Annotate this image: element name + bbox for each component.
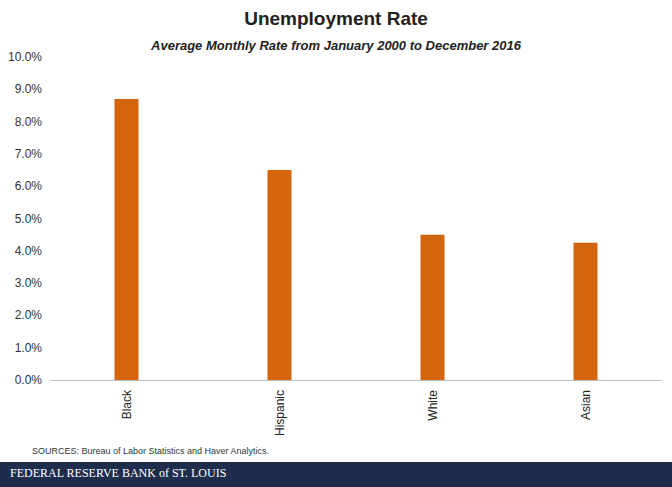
svg-text:SOURCES: Bureau of Labor Stati: SOURCES: Bureau of Labor Statistics and … [32, 446, 269, 456]
svg-text:Hispanic: Hispanic [273, 390, 287, 436]
svg-text:Unemployment Rate: Unemployment Rate [244, 8, 428, 29]
svg-text:FEDERAL RESERVE BANK of ST. LO: FEDERAL RESERVE BANK of ST. LOUIS [10, 466, 226, 480]
svg-text:9.0%: 9.0% [15, 82, 43, 96]
svg-text:0.0%: 0.0% [15, 373, 43, 387]
svg-text:10.0%: 10.0% [8, 50, 42, 64]
svg-text:2.0%: 2.0% [15, 308, 43, 322]
svg-text:6.0%: 6.0% [15, 179, 43, 193]
svg-text:3.0%: 3.0% [15, 276, 43, 290]
svg-text:8.0%: 8.0% [15, 115, 43, 129]
svg-text:5.0%: 5.0% [15, 212, 43, 226]
svg-text:Black: Black [120, 389, 134, 419]
svg-text:4.0%: 4.0% [15, 244, 43, 258]
svg-text:1.0%: 1.0% [15, 341, 43, 355]
svg-text:White: White [426, 390, 440, 421]
svg-text:Average Monthly Rate from Janu: Average Monthly Rate from January 2000 t… [150, 38, 522, 53]
svg-text:7.0%: 7.0% [15, 147, 43, 161]
svg-text:Asian: Asian [579, 390, 593, 420]
